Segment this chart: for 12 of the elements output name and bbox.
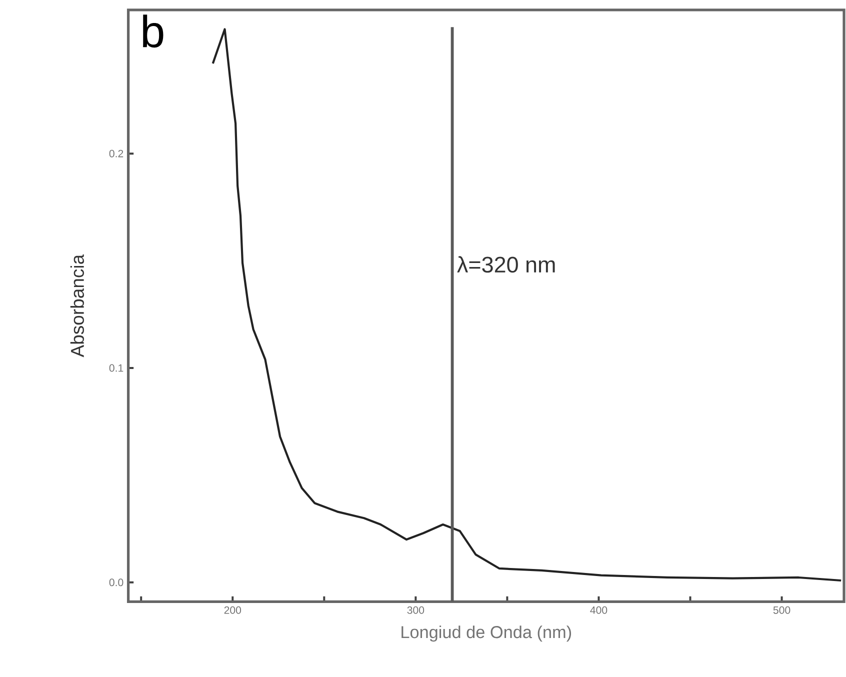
y-tick-label: 0.1 (109, 364, 124, 372)
y-axis-title: Absorbancia (70, 254, 84, 358)
ref-line-label: λ=320 nm (457, 256, 555, 273)
x-axis-title: Longiud de Onda (nm) (402, 626, 572, 642)
y-tick-label: 0.2 (109, 150, 124, 158)
annotation: b (143, 14, 164, 48)
line-series (212, 28, 842, 582)
x-tick-label: 300 (407, 606, 424, 614)
x-tick-label: 400 (590, 606, 608, 614)
y-tick-label: 0.0 (109, 578, 124, 586)
x-tick-label: 500 (773, 606, 790, 614)
x-tick-label: 200 (224, 606, 242, 614)
